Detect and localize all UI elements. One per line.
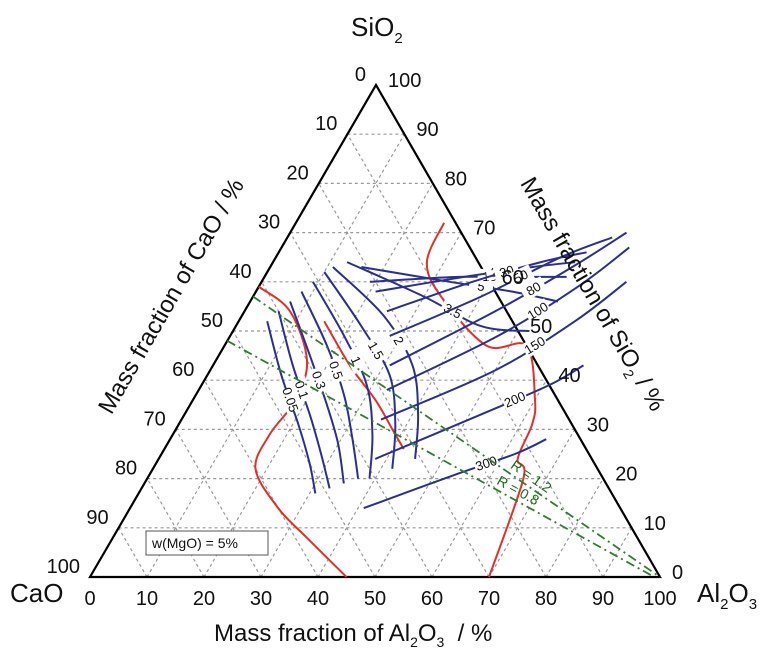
left-tick-label: 20	[287, 162, 309, 184]
right-tick-label: 50	[530, 316, 552, 338]
right-tick-label: 90	[416, 119, 438, 141]
isoline-label-bg	[472, 452, 501, 475]
left-tick-label: 60	[172, 359, 194, 381]
isoline-label-bg	[438, 298, 467, 324]
left-tick-label: 30	[258, 212, 280, 234]
right-tick-label: 100	[388, 70, 421, 92]
left-tick-label: 80	[115, 458, 137, 480]
right-tick-label: 70	[473, 218, 495, 240]
isoline-0.05	[266, 320, 317, 494]
isoline-label: 300	[474, 453, 499, 474]
bottom-tick-label: 20	[193, 588, 215, 610]
isoline-label-bg	[519, 276, 548, 302]
isoline-label: 0.5	[326, 359, 346, 381]
grid-line-cao-70	[175, 429, 262, 578]
isoline-label-bg	[344, 346, 368, 375]
right-tick-label: 40	[558, 365, 580, 387]
isoline-0.1	[277, 311, 331, 489]
ratio-line-1	[226, 340, 655, 578]
vertex-top-label: SiO2	[351, 12, 403, 47]
isoline-label-bg	[523, 298, 552, 324]
left-tick-label: 70	[144, 408, 166, 430]
grid-line-cao-80	[146, 478, 205, 578]
isoline-label-bg	[363, 336, 389, 365]
grid-line-cao-30	[289, 232, 490, 578]
bottom-tick-label: 0	[84, 588, 95, 610]
ratio-line-2	[252, 295, 661, 578]
isoline-label: 3.5	[441, 300, 464, 322]
right-tick-label: 20	[615, 464, 637, 486]
right-tick-label: 30	[587, 414, 609, 436]
left-tick-label: 100	[47, 556, 80, 578]
bottom-tick-label: 10	[136, 588, 158, 610]
bottom-tick-label: 30	[250, 588, 272, 610]
isoline-0.5	[300, 291, 360, 479]
grid-line-al2o3-20	[203, 183, 434, 578]
isoline-label: 50	[511, 267, 531, 287]
left-tick-label: 90	[86, 507, 108, 529]
viscosity-isolines: 0.050.10.30.511.523.55102030508010015020…	[266, 231, 630, 510]
bottom-axis-title: Mass fraction of Al2O3 / %	[214, 620, 492, 650]
grid-line-cao-20	[318, 183, 547, 578]
isoline-label-bg	[506, 264, 535, 289]
bottom-tick-label: 80	[535, 588, 557, 610]
grid-line-cao-10	[346, 133, 604, 578]
bottom-tick-label: 50	[364, 588, 386, 610]
left-tick-label: 40	[229, 261, 251, 283]
grid-line-al2o3-60	[431, 379, 547, 578]
bottom-tick-label: 40	[307, 588, 329, 610]
isoline-1	[312, 281, 374, 479]
isoline-label: 0.3	[309, 369, 329, 391]
right-tick-label: 60	[502, 267, 524, 289]
left-tick-label: 50	[201, 310, 223, 332]
isoline-label: 80	[524, 279, 544, 299]
right-tick-label: 0	[672, 562, 683, 584]
isoline-1.5	[323, 271, 397, 469]
right-tick-label: 10	[644, 513, 666, 535]
phase-boundary-2	[254, 285, 348, 578]
grid-line-cao-90	[118, 527, 148, 578]
isoline-label-bg	[520, 332, 549, 359]
isoline-label-bg	[500, 387, 529, 412]
isoline-label-bg	[290, 376, 313, 404]
isoline-0.3	[289, 301, 345, 484]
isoline-label: 5	[476, 278, 485, 294]
grid-line-al2o3-10	[146, 133, 405, 578]
vertex-left-label: CaO	[10, 578, 63, 608]
bottom-tick-label: 100	[643, 588, 676, 610]
isoline-label-bg	[324, 356, 348, 384]
isoline-label-bg	[307, 366, 330, 394]
grid-line-al2o3-80	[545, 478, 604, 578]
grid-line-al2o3-90	[602, 527, 633, 578]
mgo-note-text: w(MgO) = 5%	[151, 535, 238, 551]
tick-labels: 0 10 20 30 40 50 60 70 80 90 100010203040506070809…	[47, 64, 684, 610]
grid-lines	[118, 133, 633, 578]
mgo-note: w(MgO) = 5%	[145, 530, 269, 556]
isoline-200	[374, 364, 585, 460]
grid-line-al2o3-70	[488, 429, 576, 578]
isoline-2	[332, 266, 420, 459]
phase-boundary-1	[323, 320, 405, 450]
isoline-label-bg	[386, 326, 412, 355]
vertex-right-label: Al2O3	[697, 578, 757, 613]
grid-line-cao-50	[232, 330, 376, 578]
left-axis-title: Mass fraction of CaO / %	[93, 174, 250, 419]
right-tick-label: 80	[445, 168, 467, 190]
left-tick-label: 0	[355, 64, 366, 86]
grid-line-al2o3-50	[374, 330, 519, 578]
bottom-tick-label: 90	[592, 588, 614, 610]
bottom-tick-label: 70	[478, 588, 500, 610]
bottom-tick-label: 60	[421, 588, 443, 610]
left-tick-label: 10	[315, 113, 337, 135]
grid-line-cao-60	[203, 379, 319, 578]
grid-line-al2o3-30	[260, 232, 462, 578]
